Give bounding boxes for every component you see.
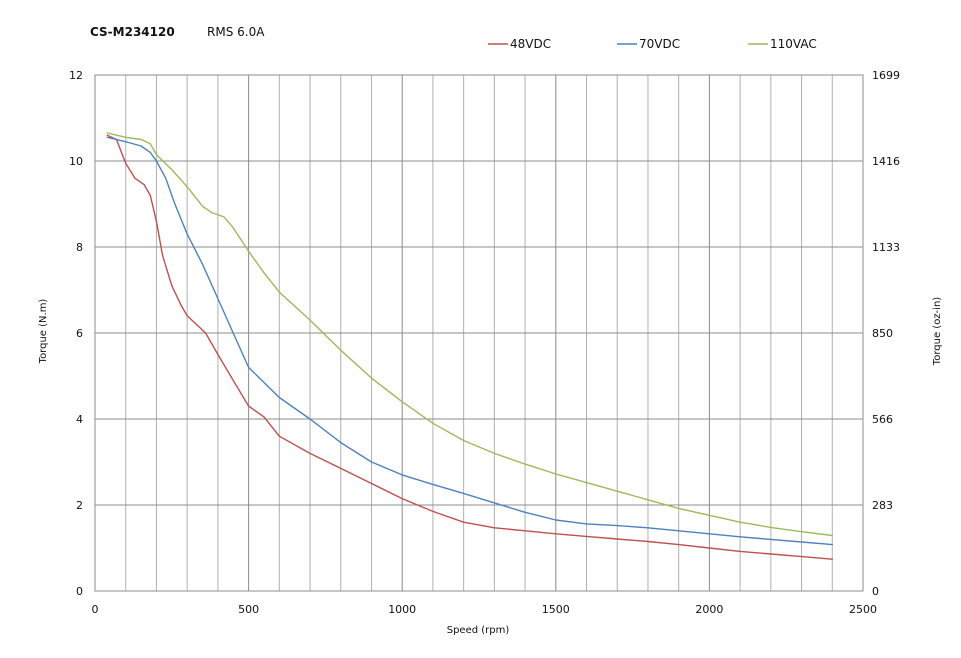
- model-title: CS-M234120: [90, 25, 175, 39]
- legend-label-48vdc: 48VDC: [510, 37, 551, 51]
- y-tick-label: 6: [76, 327, 83, 340]
- y2-tick-label: 566: [872, 413, 893, 426]
- y-tick-label: 8: [76, 241, 83, 254]
- x-axis-label: Speed (rpm): [447, 625, 510, 636]
- y-tick-label: 2: [76, 499, 83, 512]
- x-tick-label: 1000: [388, 603, 416, 616]
- x-tick-label: 2500: [849, 603, 877, 616]
- plot-frame: [94, 74, 864, 592]
- legend-label-110vac: 110VAC: [770, 37, 817, 51]
- y2-tick-label: 283: [872, 499, 893, 512]
- y2-tick-label: 1416: [872, 155, 900, 168]
- y2-tick-label: 0: [872, 585, 879, 598]
- legend: 48VDC 70VDC 110VAC: [488, 37, 817, 51]
- series-line-110vac: [106, 132, 833, 537]
- series-line-48vdc: [106, 134, 833, 560]
- legend-label-70vdc: 70VDC: [639, 37, 680, 51]
- y-tick-label: 4: [76, 413, 83, 426]
- series-line-70vdc: [106, 136, 833, 546]
- grid-layer: [94, 74, 864, 592]
- y-axis-label-left: Torque (N.m): [38, 299, 49, 365]
- y2-tick-label: 1699: [872, 69, 900, 82]
- y-axis-label-right: Torque (oz-in): [932, 297, 943, 366]
- y-tick-label: 12: [69, 69, 83, 82]
- y-tick-label: 0: [76, 585, 83, 598]
- x-tick-label: 0: [92, 603, 99, 616]
- x-tick-label: 1500: [542, 603, 570, 616]
- y-tick-label: 10: [69, 155, 83, 168]
- x-tick-label: 2000: [695, 603, 723, 616]
- series-layer: [106, 132, 833, 560]
- x-tick-label: 500: [238, 603, 259, 616]
- rms-label: RMS 6.0A: [207, 25, 265, 39]
- y2-tick-label: 1133: [872, 241, 900, 254]
- y2-tick-label: 850: [872, 327, 893, 340]
